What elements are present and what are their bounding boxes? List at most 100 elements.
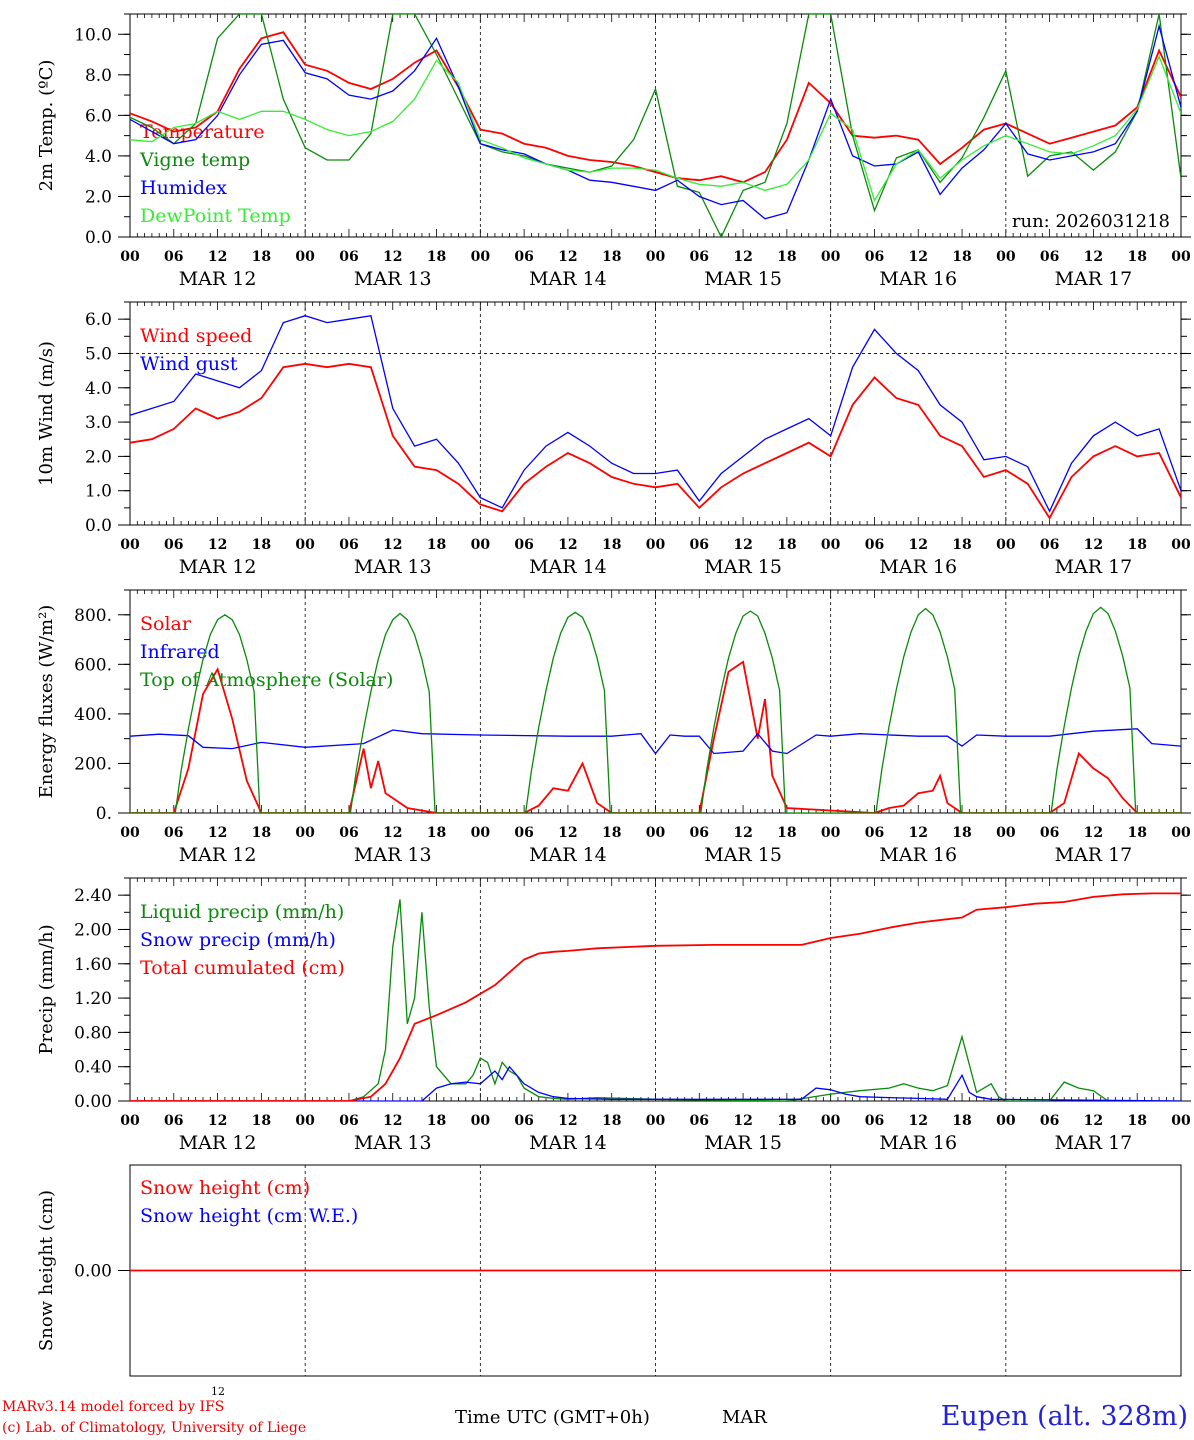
panel-1-x-tick-label: 18 [252,249,271,265]
panel-1-x-tick-label: 06 [690,249,709,265]
panel-1-x-tick-label: 00 [120,249,140,265]
panel-1-x-tick-label: 00 [1171,249,1191,265]
panel-1-x-tick-label: 06 [514,249,533,265]
panel-3-x-tick-label: 12 [1084,825,1103,841]
panel-2-y-tick-label: 6.0 [85,310,112,330]
panel-4-y-tick-label: 0.00 [74,1092,112,1112]
panel-1-x-tick-label: 06 [339,249,358,265]
panel-2-x-tick-label: 18 [427,537,446,553]
panel-5-y-tick-label: 0.00 [74,1262,112,1282]
panel-4-x-tick-label: 12 [1084,1113,1103,1129]
panel-1-x-tick-label: 06 [865,249,884,265]
panel-4-x-tick-label: 18 [1127,1113,1146,1129]
panel-1-day-label: MAR 17 [1055,268,1133,290]
panel-2-y-axis-title: 10m Wind (m/s) [36,341,57,486]
panel-1-x-tick-label: 12 [1084,249,1103,265]
panel-4-x-tick-label: 18 [252,1113,271,1129]
panel-3-x-tick-label: 18 [952,825,971,841]
panel-2-x-tick-label: 18 [777,537,796,553]
panel-2-x-tick-label: 00 [821,537,841,553]
panel-2-x-tick-label: 12 [1084,537,1103,553]
panel-4-x-tick-label: 00 [120,1113,140,1129]
panel-1-y-tick-label: 6.0 [85,106,112,126]
panel-4-series-snow-precip-mm-h [130,1065,1181,1101]
panel-2-y-tick-label: 5.0 [85,344,112,364]
panel-2-x-tick-label: 18 [602,537,621,553]
panel-3-y-tick-label: 600. [74,655,112,675]
panel-1-x-tick-label: 12 [909,249,928,265]
panel-4-series-total-cumulated-cm [130,892,1181,1101]
panel-4-legend-entry: Snow precip (mm/h) [140,929,336,951]
panel-3-x-tick-label: 18 [252,825,271,841]
panel-2-x-tick-label: 06 [514,537,533,553]
panel-1-day-label: MAR 13 [354,268,432,290]
panel-1-series-dewpoint-temp [130,54,1181,203]
panel-1-x-tick-label: 12 [383,249,402,265]
panel-1-y-tick-label: 8.0 [85,66,112,86]
panel-3-day-label: MAR 14 [529,844,607,866]
panel-2-x-tick-label: 18 [252,537,271,553]
panel-5-y-axis-title: Snow height (cm) [36,1190,57,1351]
panel-1-series-vigne-temp [130,14,1181,237]
panel-4-x-tick-label: 12 [208,1113,227,1129]
panel-1-y-tick-label: 2.0 [85,187,112,207]
panel-3-x-tick-label: 12 [733,825,752,841]
panel-2-x-tick-label: 12 [383,537,402,553]
panel-2-x-tick-label: 06 [339,537,358,553]
panel-4-x-tick-label: 00 [646,1113,666,1129]
panel-4-day-label: MAR 12 [179,1132,257,1154]
panel-1-legend-entry: Vigne temp [139,149,250,171]
panel-3-x-tick-label: 00 [646,825,666,841]
panel-4-y-tick-label: 0.40 [74,1058,112,1078]
stray-hour-label: 12 [211,1385,225,1398]
panel-1-day-label: MAR 12 [179,268,257,290]
panel-2-series-wind-speed [130,362,1181,520]
panel-3-x-tick-label: 18 [427,825,446,841]
panel-3-x-tick-label: 06 [690,825,709,841]
panel-4-x-tick-label: 18 [952,1113,971,1129]
panel-2-x-tick-label: 06 [865,537,884,553]
panel-3-x-tick-label: 00 [295,825,315,841]
panel-2-x-tick-label: 12 [909,537,928,553]
panel-3-legend-entry: Infrared [140,641,220,663]
panel-1-x-tick-label: 12 [208,249,227,265]
panel-2-day-label: MAR 17 [1055,556,1133,578]
panel-4-day-label: MAR 16 [879,1132,957,1154]
panel-5-legend-entry: Snow height (cm W.E.) [140,1205,358,1227]
panel-4-x-tick-label: 06 [514,1113,533,1129]
panel-4-x-tick-label: 12 [558,1113,577,1129]
panel-1-legend-entry: DewPoint Temp [140,205,291,227]
panel-1-day-label: MAR 16 [879,268,957,290]
panel-1-day-label: MAR 15 [704,268,782,290]
panel-4-x-tick-label: 06 [164,1113,183,1129]
panel-4-y-tick-label: 1.60 [74,955,112,975]
panel-2-y-tick-label: 2.0 [85,447,112,467]
panel-4-y-tick-label: 2.40 [74,886,112,906]
panel-3-x-tick-label: 12 [909,825,928,841]
panel-1-series-humidex [130,23,1181,220]
panel-3-x-tick-label: 12 [383,825,402,841]
panel-3-x-tick-label: 00 [120,825,140,841]
panel-2-legend-entry: Wind speed [140,325,252,347]
panel-2-day-label: MAR 16 [879,556,957,578]
panel-3-y-tick-label: 0. [96,804,112,824]
panel-4-legend-entry: Liquid precip (mm/h) [140,901,344,923]
panel-4-y-tick-label: 2.00 [74,920,112,940]
panel-2-day-label: MAR 13 [354,556,432,578]
panel-4-x-tick-label: 12 [733,1113,752,1129]
panel-4-day-label: MAR 13 [354,1132,432,1154]
panel-1-x-tick-label: 06 [164,249,183,265]
x-axis-month: MAR [722,1407,767,1428]
panel-3-x-tick-label: 12 [208,825,227,841]
panel-4-x-tick-label: 00 [996,1113,1016,1129]
panel-1-x-tick-label: 00 [646,249,666,265]
panel-3-x-tick-label: 06 [164,825,183,841]
panel-2-x-tick-label: 18 [952,537,971,553]
panel-4-day-label: MAR 17 [1055,1132,1133,1154]
panel-3-x-tick-label: 06 [514,825,533,841]
panel-2-x-tick-label: 00 [295,537,315,553]
panel-3-x-tick-label: 00 [1171,825,1191,841]
panel-4-x-tick-label: 06 [690,1113,709,1129]
panel-2-x-tick-label: 18 [1127,537,1146,553]
panel-2-x-tick-label: 00 [120,537,140,553]
